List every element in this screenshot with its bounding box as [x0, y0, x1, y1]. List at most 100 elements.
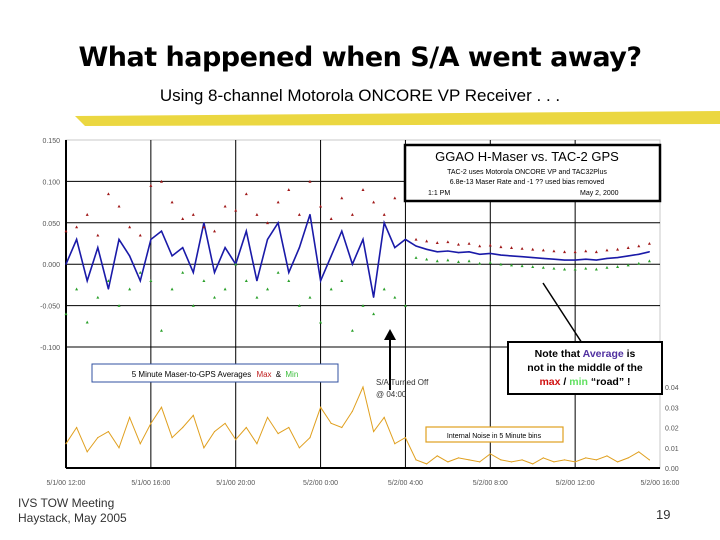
max-data-point	[255, 213, 259, 216]
x-tick-label: 5/1/00 12:00	[47, 480, 86, 487]
info-box-line2: 6.8e-13 Maser Rate and -1 ?? used bias r…	[450, 179, 605, 186]
average-data-point	[298, 247, 300, 249]
svg-text:max / min “road” !: max / min “road” !	[539, 376, 630, 388]
average-data-point	[510, 255, 513, 257]
min-data-point	[393, 295, 397, 299]
min-data-point	[213, 295, 216, 299]
info-box-title: GGAO H-Maser vs. TAC-2 GPS	[435, 149, 619, 164]
x-tick-label: 5/1/00 20:00	[216, 480, 255, 487]
average-data-point	[426, 248, 428, 250]
average-data-point	[606, 257, 608, 260]
noise-data-point	[585, 457, 587, 459]
note-text: not in the middle of the	[527, 362, 643, 374]
max-data-point	[96, 233, 100, 237]
noise-series-line	[65, 385, 650, 465]
max-data-point	[170, 200, 174, 204]
chart-legend: 5 Minute Maser-to-GPS Averages Max & Min	[91, 363, 339, 383]
y-right-tick-label: 0.04	[665, 385, 679, 392]
noise-data-point	[351, 410, 353, 412]
average-data-point	[553, 258, 555, 260]
noise-data-point	[447, 461, 449, 463]
min-data-point	[159, 328, 163, 332]
average-data-point	[266, 238, 269, 240]
average-data-point	[182, 247, 184, 249]
min-data-point	[361, 304, 365, 307]
average-data-point	[288, 271, 290, 274]
noise-data-point	[415, 459, 417, 461]
max-data-point	[350, 213, 354, 216]
average-data-point	[65, 263, 67, 265]
min-data-point	[319, 320, 323, 324]
x-tick-label: 5/2/00 8:00	[473, 480, 508, 487]
legend-min: Min	[285, 370, 298, 379]
average-data-point	[479, 253, 481, 255]
noise-data-point	[532, 463, 534, 465]
x-tick-label: 5/2/00 12:00	[556, 480, 595, 487]
noise-data-point	[129, 416, 131, 418]
noise-data-point	[574, 461, 576, 463]
noise-data-point	[245, 426, 247, 429]
min-data-point	[329, 287, 333, 291]
info-box-line1: TAC-2 uses Motorola ONCORE VP and TAC32P…	[447, 169, 607, 176]
max-data-point	[75, 225, 79, 229]
max-data-point	[393, 196, 397, 200]
min-data-point	[223, 287, 227, 291]
max-data-point	[637, 244, 641, 248]
note-text: /	[560, 376, 569, 388]
highlight-brush-stroke	[75, 111, 720, 126]
average-data-point	[160, 230, 163, 232]
info-box-line3-left: 1:1 PM	[428, 190, 450, 197]
max-data-point	[213, 229, 216, 233]
noise-legend: Internal Noise in 5 Minute bins	[425, 426, 564, 443]
max-data-point	[159, 179, 163, 183]
average-data-point	[341, 230, 343, 232]
y-left-tick-label: 0.150	[42, 138, 60, 145]
max-data-point	[329, 217, 333, 220]
min-data-point	[446, 258, 450, 262]
x-tick-label: 5/2/00 16:00	[641, 480, 680, 487]
min-data-point	[149, 279, 153, 283]
max-data-point	[191, 213, 195, 216]
min-data-point	[478, 261, 482, 265]
note-pointer	[542, 282, 583, 344]
average-data-point	[616, 256, 619, 259]
min-data-point	[425, 257, 429, 261]
legend-amp: &	[276, 370, 282, 379]
max-data-point	[499, 245, 503, 249]
noise-data-point	[213, 430, 216, 433]
y-right-tick-label: 0.03	[665, 405, 679, 412]
min-data-point	[128, 287, 132, 291]
min-data-point	[435, 259, 439, 263]
noise-data-point	[150, 422, 152, 425]
min-data-point	[467, 259, 471, 263]
footer-location: Haystack, May 2005	[18, 511, 127, 525]
max-data-point	[276, 200, 280, 204]
noise-data-point	[65, 443, 67, 445]
average-data-point	[383, 222, 385, 224]
min-data-point	[64, 312, 68, 316]
noise-data-point	[86, 451, 88, 453]
sa-annotation-line2: @ 04:00	[376, 390, 407, 399]
y-right-tick-label: 0.01	[665, 446, 679, 453]
average-data-point	[627, 255, 629, 257]
average-data-point	[330, 255, 332, 257]
min-data-point	[531, 265, 535, 268]
max-data-point	[244, 192, 248, 196]
noise-data-point	[118, 447, 120, 449]
max-data-point	[425, 239, 429, 243]
min-data-point	[75, 287, 79, 291]
average-data-point	[86, 280, 88, 282]
average-data-point	[107, 288, 110, 290]
average-data-point	[457, 252, 460, 254]
max-data-point	[584, 249, 588, 253]
average-data-point	[192, 271, 194, 274]
min-data-point	[510, 263, 513, 267]
noise-data-point	[362, 386, 364, 388]
legend-label: 5 Minute Maser-to-GPS Averages	[132, 370, 251, 379]
noise-data-point	[521, 459, 523, 461]
min-data-point	[244, 279, 248, 283]
min-data-point	[499, 262, 503, 266]
arrow-up-icon	[384, 329, 396, 340]
noise-data-point	[298, 447, 300, 449]
